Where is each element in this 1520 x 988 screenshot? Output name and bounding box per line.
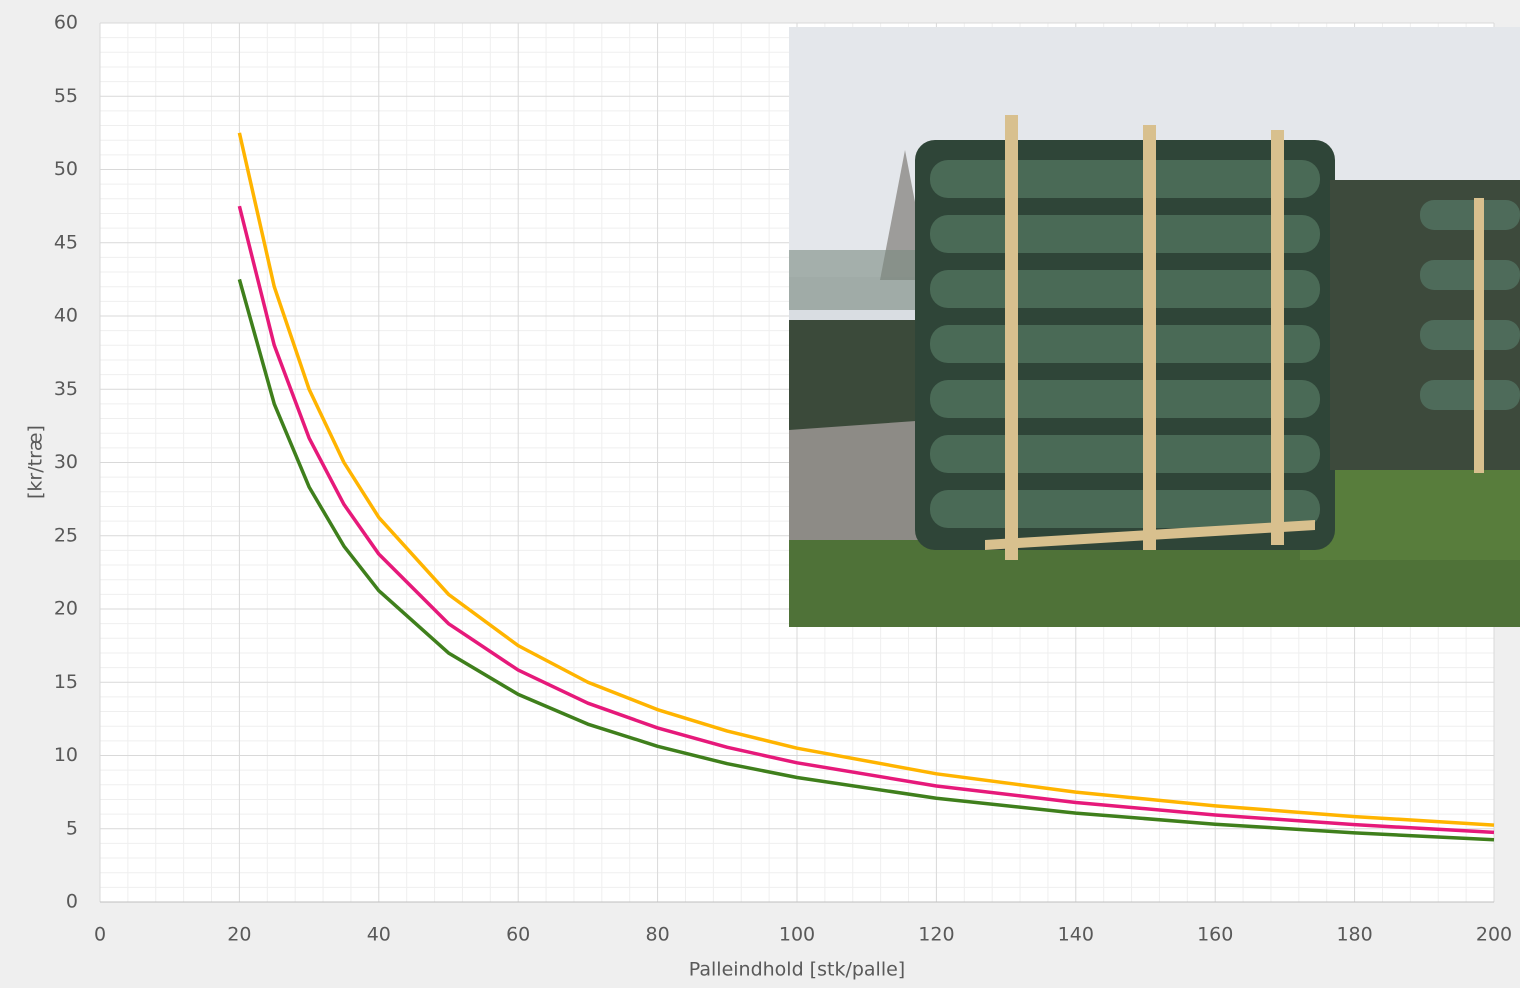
x-tick-label: 200: [1476, 924, 1512, 946]
y-tick-label: 10: [54, 744, 78, 766]
x-tick-label: 120: [918, 924, 954, 946]
series-line: [237, 132, 1495, 827]
x-tick-label: 40: [367, 924, 391, 946]
y-tick-label: 25: [54, 524, 78, 546]
y-tick-label: 40: [54, 305, 78, 327]
y-tick-label: 55: [54, 85, 78, 107]
y-tick-label: 60: [54, 12, 78, 34]
x-tick-label: 180: [1336, 924, 1372, 946]
x-axis-title: Palleindhold [stk/palle]: [689, 959, 905, 981]
y-tick-label: 0: [66, 891, 78, 913]
x-tick-label: 140: [1058, 924, 1094, 946]
x-tick-label: 20: [227, 924, 251, 946]
y-tick-label: 15: [54, 671, 78, 693]
photo: [789, 27, 1520, 627]
y-tick-label: 35: [54, 378, 78, 400]
y-tick-label: 5: [66, 817, 78, 839]
x-tick-label: 60: [506, 924, 530, 946]
y-tick-label: 50: [54, 158, 78, 180]
x-tick-label: 160: [1197, 924, 1233, 946]
y-tick-label: 30: [54, 451, 78, 473]
lines: [237, 132, 1495, 842]
x-tick-label: 100: [779, 924, 815, 946]
x-tick-label: 0: [94, 924, 106, 946]
y-tick-label: 45: [54, 231, 78, 253]
x-tick-label: 80: [646, 924, 670, 946]
y-axis-title: [kr/træ]: [25, 425, 47, 499]
series-line: [237, 205, 1495, 835]
series-line: [237, 278, 1495, 842]
y-tick-label: 20: [54, 598, 78, 620]
